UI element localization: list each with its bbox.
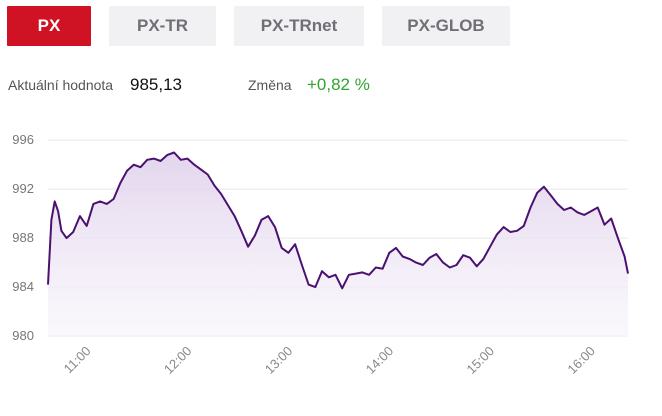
y-tick-label: 988 (12, 230, 34, 245)
tab-px-trnet[interactable]: PX-TRnet (234, 6, 364, 46)
series-line (47, 151, 629, 290)
index-tabs: PX PX-TR PX-TRnet PX-GLOB (7, 6, 510, 46)
change-value: +0,82 % (307, 75, 370, 94)
index-stats: Aktuální hodnota 985,13 Změna +0,82 % (8, 75, 648, 97)
y-tick-label: 980 (12, 328, 34, 343)
y-axis-ticks: 980 984 988 992 996 (12, 132, 34, 343)
series-area-fill (48, 152, 628, 336)
y-tick-label: 984 (12, 279, 34, 294)
x-axis-ticks: 11:00 12:00 13:00 14:00 15:00 16:00 (61, 343, 598, 377)
current-value-label: Aktuální hodnota (8, 77, 114, 93)
x-tick-label: 13:00 (262, 343, 296, 377)
x-tick-label: 14:00 (363, 343, 397, 377)
x-tick-label: 12:00 (161, 343, 195, 377)
tab-px[interactable]: PX (7, 6, 91, 46)
y-tick-label: 996 (12, 132, 34, 147)
area-layer (47, 151, 629, 336)
x-tick-label: 15:00 (464, 343, 498, 377)
chart-svg: 980 984 988 992 996 11:00 12:00 13:00 14:00 15:0… (12, 132, 629, 377)
x-tick-label: 16:00 (564, 343, 598, 377)
tab-px-glob[interactable]: PX-GLOB (382, 6, 510, 46)
x-tick-label: 11:00 (61, 343, 94, 376)
tab-px-tr[interactable]: PX-TR (109, 6, 216, 46)
current-value: 985,13 (130, 75, 182, 94)
change-label: Změna (248, 77, 292, 93)
y-tick-label: 992 (12, 181, 34, 196)
intraday-chart: 980 984 988 992 996 11:00 12:00 13:00 14:00 15:0… (0, 110, 662, 411)
